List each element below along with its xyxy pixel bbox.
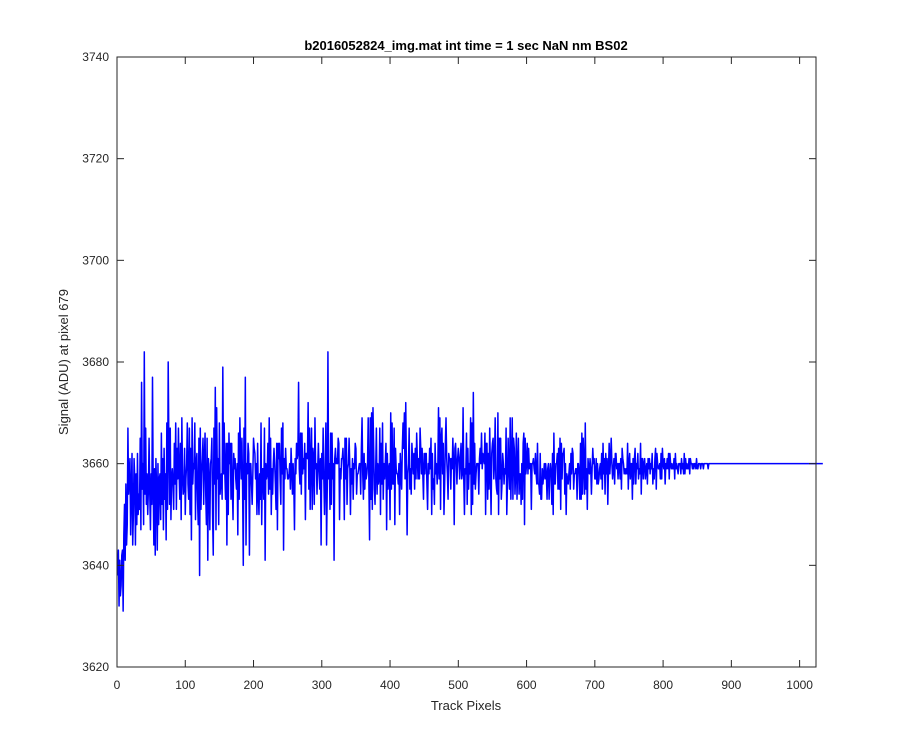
x-tick-label: 400	[380, 678, 400, 692]
y-tick-label: 3700	[82, 253, 109, 267]
y-tick-label: 3720	[82, 152, 109, 166]
x-tick-label: 100	[175, 678, 195, 692]
y-tick-label: 3640	[82, 558, 109, 572]
chart-title: b2016052824_img.mat int time = 1 sec NaN…	[304, 38, 627, 53]
x-tick-label: 600	[517, 678, 537, 692]
x-tick-label: 200	[244, 678, 264, 692]
x-tick-label: 300	[312, 678, 332, 692]
x-tick-label: 900	[721, 678, 741, 692]
y-tick-label: 3620	[82, 660, 109, 674]
x-tick-label: 500	[448, 678, 468, 692]
x-tick-label: 1000	[786, 678, 813, 692]
ticks-layer: 0 100 200 300 400 500 600 700 800 900 1000 3620 3640…	[82, 50, 816, 692]
x-tick-label: 700	[585, 678, 605, 692]
x-tick-label: 0	[114, 678, 121, 692]
y-tick-label: 3660	[82, 457, 109, 471]
x-tick-label: 800	[653, 678, 673, 692]
series-line-0	[116, 351, 823, 612]
axes-box	[116, 56, 817, 668]
series-layer	[116, 351, 823, 612]
plot-area	[117, 57, 816, 667]
y-tick-label: 3680	[82, 355, 109, 369]
y-axis-label: Signal (ADU) at pixel 679	[56, 289, 71, 435]
y-tick-label: 3740	[82, 50, 109, 64]
x-axis-label: Track Pixels	[431, 698, 502, 713]
